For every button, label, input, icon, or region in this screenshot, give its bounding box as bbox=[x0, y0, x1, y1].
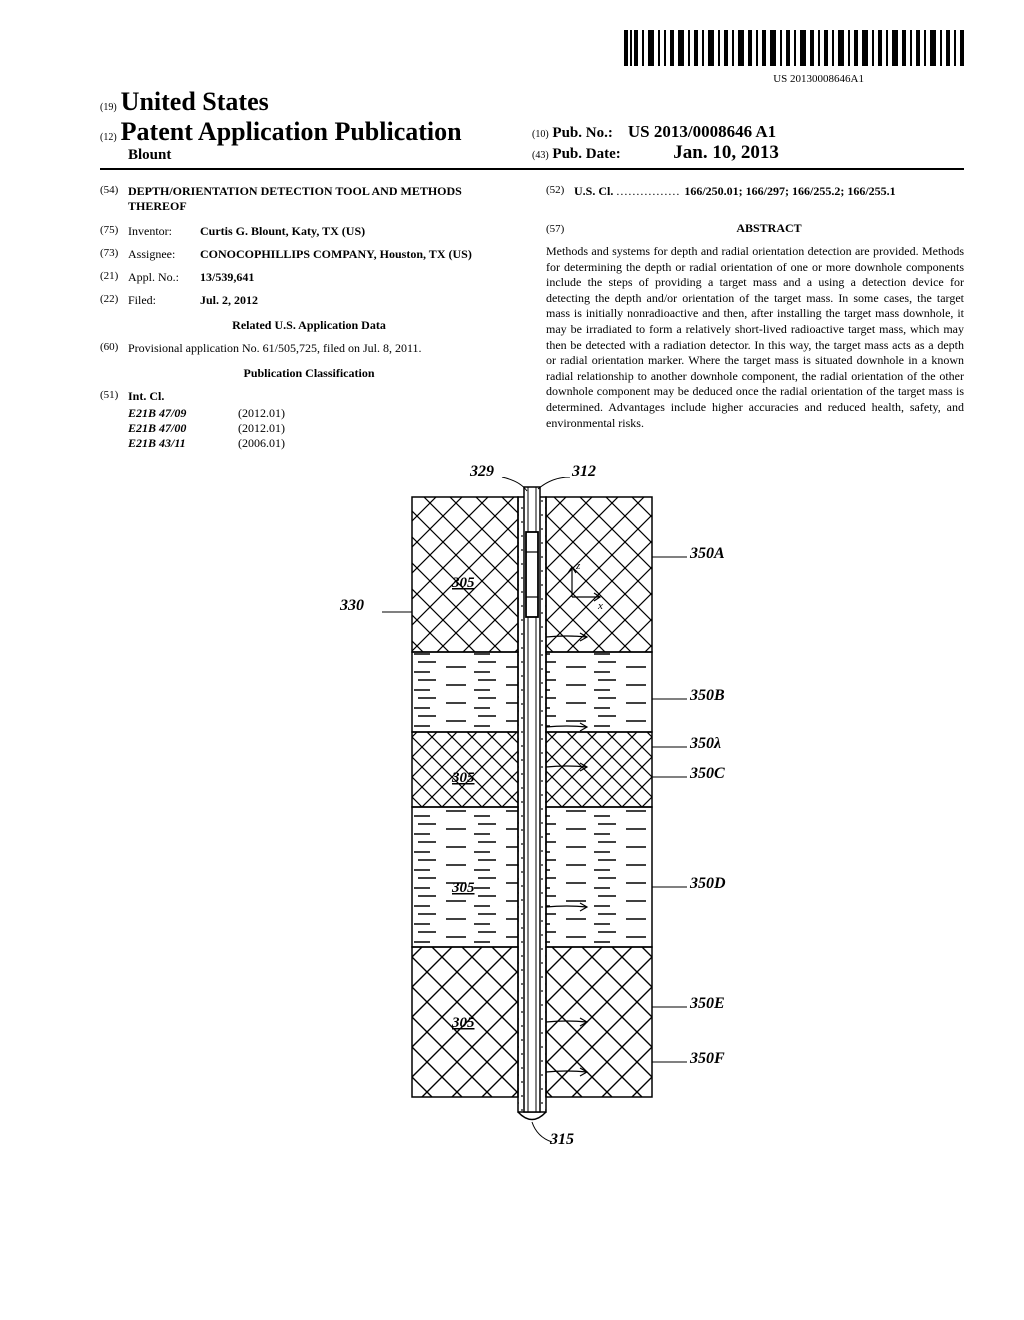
intcl-label: Int. Cl. bbox=[128, 389, 164, 403]
right-column: (52) U.S. Cl. 166/250.01; 166/297; 166/2… bbox=[546, 184, 964, 451]
intcl-row-1: E21B 47/00 (2012.01) bbox=[128, 421, 518, 436]
barcode-block: US 20130008646A1 bbox=[100, 30, 964, 85]
abstract-num: (57) bbox=[546, 223, 574, 235]
country-prefix: (19) bbox=[100, 102, 117, 113]
svg-text:305: 305 bbox=[451, 770, 475, 786]
intcl-num: (51) bbox=[100, 389, 128, 404]
svg-text:305: 305 bbox=[451, 1015, 475, 1031]
class-heading: Publication Classification bbox=[100, 366, 518, 381]
fig-label-350e: 350E bbox=[690, 995, 725, 1013]
abstract-text: Methods and systems for depth and radial… bbox=[546, 244, 964, 431]
fig-label-350a: 350A bbox=[690, 545, 725, 563]
author: Blount bbox=[128, 147, 532, 164]
intcl-row-2: E21B 43/11 (2006.01) bbox=[128, 436, 518, 451]
invention-title: DEPTH/ORIENTATION DETECTION TOOL AND MET… bbox=[128, 184, 518, 214]
figure: z x 305 305 305 305 bbox=[352, 477, 712, 1157]
assignee-num: (73) bbox=[100, 247, 128, 262]
prov-text: Provisional application No. 61/505,725, … bbox=[128, 341, 518, 356]
fig-label-350c: 350C bbox=[690, 765, 725, 783]
left-column: (54) DEPTH/ORIENTATION DETECTION TOOL AN… bbox=[100, 184, 518, 451]
pubno-prefix: (10) bbox=[532, 129, 549, 140]
inventor-label: Inventor: bbox=[128, 224, 200, 239]
appl-num: (21) bbox=[100, 270, 128, 285]
pubno-value: US 2013/0008646 A1 bbox=[628, 122, 776, 141]
assignee-value: CONOCOPHILLIPS COMPANY, Houston, TX (US) bbox=[200, 247, 518, 262]
divider bbox=[100, 168, 964, 170]
fig-label-350b: 350B bbox=[690, 687, 725, 705]
uscl-label: U.S. Cl. bbox=[574, 184, 613, 198]
filed-num: (22) bbox=[100, 293, 128, 308]
header: (19) United States (12) Patent Applicati… bbox=[100, 87, 964, 164]
body-columns: (54) DEPTH/ORIENTATION DETECTION TOOL AN… bbox=[100, 184, 964, 451]
figure-svg: z x 305 305 305 305 bbox=[352, 477, 712, 1157]
barcode-graphic bbox=[624, 30, 964, 66]
fig-label-350f: 350F bbox=[690, 1050, 725, 1068]
fig-label-350lambda: 350λ bbox=[690, 735, 721, 753]
title-num: (54) bbox=[100, 184, 128, 214]
svg-text:305: 305 bbox=[451, 575, 475, 591]
uscl-num: (52) bbox=[546, 184, 574, 199]
fig-label-315: 315 bbox=[550, 1131, 574, 1149]
fig-label-330: 330 bbox=[340, 597, 364, 615]
inventor-value: Curtis G. Blount, Katy, TX (US) bbox=[200, 224, 518, 239]
assignee-label: Assignee: bbox=[128, 247, 200, 262]
pubdate-prefix: (43) bbox=[532, 150, 549, 161]
fig-label-312: 312 bbox=[572, 463, 596, 481]
barcode-number: US 20130008646A1 bbox=[100, 73, 864, 85]
pubno-label: Pub. No.: bbox=[552, 125, 612, 141]
related-heading: Related U.S. Application Data bbox=[100, 318, 518, 333]
fig-label-350d: 350D bbox=[690, 875, 726, 893]
intcl-row-0: E21B 47/09 (2012.01) bbox=[128, 406, 518, 421]
pub-prefix: (12) bbox=[100, 132, 117, 143]
svg-text:305: 305 bbox=[451, 880, 475, 896]
filed-label: Filed: bbox=[128, 293, 200, 308]
fig-label-329: 329 bbox=[470, 463, 494, 481]
pub-title: Patent Application Publication bbox=[121, 117, 462, 146]
svg-text:x: x bbox=[597, 600, 603, 612]
abstract-heading: ABSTRACT bbox=[574, 221, 964, 236]
uscl-line: U.S. Cl. 166/250.01; 166/297; 166/255.2;… bbox=[574, 184, 964, 199]
prov-num: (60) bbox=[100, 341, 128, 356]
svg-text:z: z bbox=[575, 560, 581, 572]
country: United States bbox=[121, 87, 269, 116]
pubdate-label: Pub. Date: bbox=[552, 146, 620, 162]
appl-label: Appl. No.: bbox=[128, 270, 200, 285]
inventor-num: (75) bbox=[100, 224, 128, 239]
pubdate-value: Jan. 10, 2013 bbox=[673, 142, 779, 163]
uscl-value: 166/250.01; 166/297; 166/255.2; 166/255.… bbox=[684, 184, 895, 198]
appl-value: 13/539,641 bbox=[200, 270, 518, 285]
filed-value: Jul. 2, 2012 bbox=[200, 293, 518, 308]
